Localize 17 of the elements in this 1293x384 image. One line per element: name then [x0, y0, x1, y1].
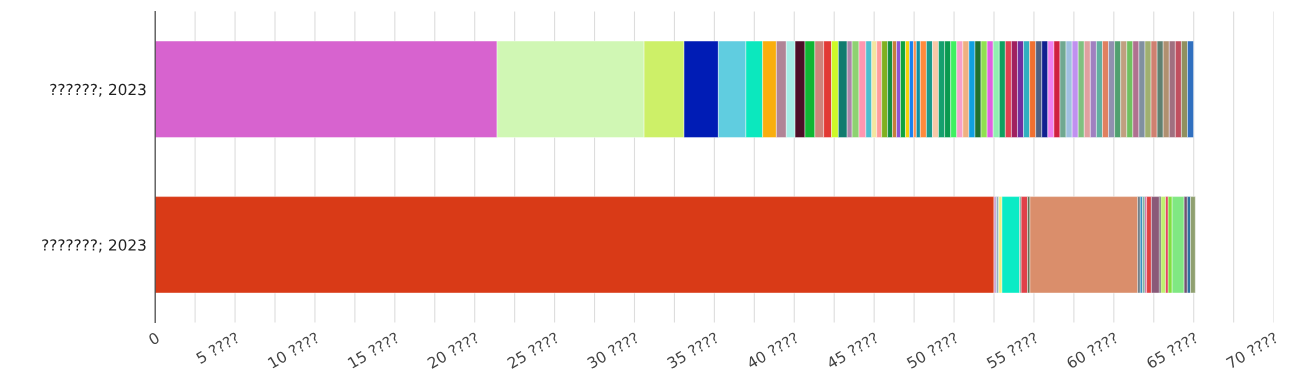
x-tick-label: 50 ????: [906, 331, 960, 369]
x-tick-label: 45 ????: [825, 331, 880, 370]
x-tick-label: 35 ????: [666, 331, 720, 369]
x-tick-label: 25 ????: [506, 331, 560, 369]
x-tick-label: 40 ????: [745, 331, 800, 370]
x-tick-label: 30 ????: [586, 331, 640, 369]
y-tick-label: ???????; 2023: [42, 239, 146, 253]
x-tick-label: 15 ????: [347, 331, 400, 369]
y-tick-label: ??????; 2023: [50, 83, 146, 97]
x-tick-label: 10 ????: [267, 331, 320, 369]
x-tick-label: 0: [147, 331, 161, 346]
x-tick-label: 60 ????: [1065, 331, 1119, 369]
x-tick-label: 65 ????: [1145, 331, 1199, 369]
x-tick-label: 55 ????: [985, 331, 1039, 369]
x-tick-label: 5 ????: [195, 331, 241, 365]
x-tick-label: 70 ????: [1225, 331, 1279, 369]
x-tick-label: 20 ????: [426, 331, 480, 369]
